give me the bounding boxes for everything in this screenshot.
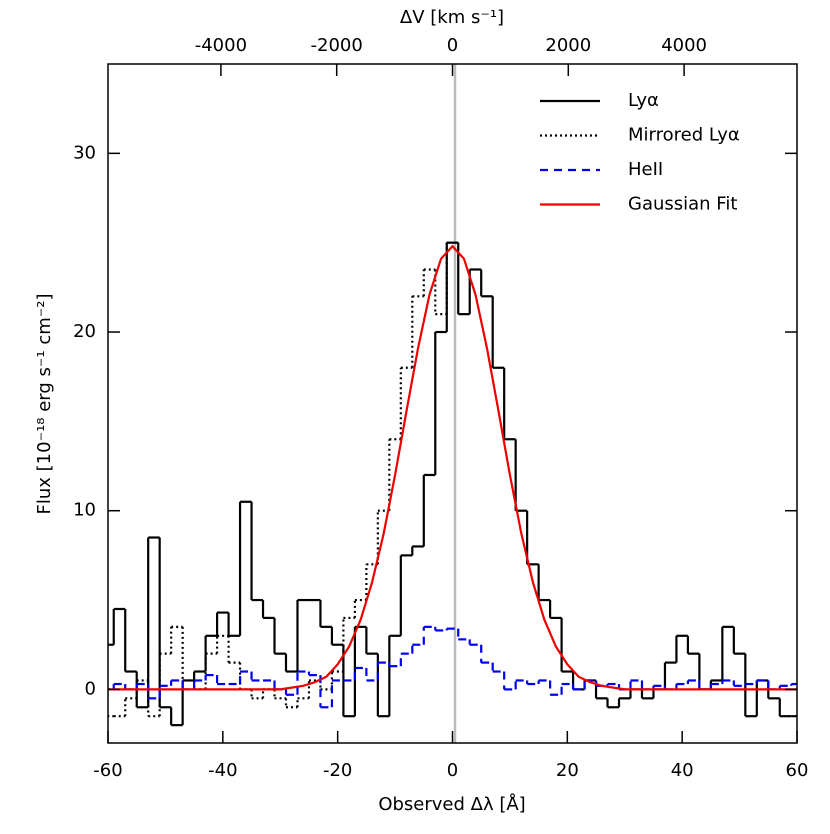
x2-tick-label: 4000 <box>661 35 707 56</box>
x2-tick-label: -2000 <box>311 35 363 56</box>
legend-label: Lyα <box>628 90 659 111</box>
x-tick-label: -60 <box>93 760 122 781</box>
x-tick-label: 60 <box>786 760 809 781</box>
legend-label: Gaussian Fit <box>628 194 737 215</box>
y-tick-label: 10 <box>73 500 96 521</box>
x-tick-label: -20 <box>323 760 352 781</box>
fit-line <box>108 244 797 691</box>
legend-label: HeII <box>628 159 663 180</box>
y-tick-label: 30 <box>73 142 96 163</box>
x2-tick-label: -4000 <box>195 35 247 56</box>
x2-axis-label: ΔV [km s⁻¹] <box>400 7 504 28</box>
x-axis-label: Observed Δλ [Å] <box>378 793 525 815</box>
y-tick-label: 0 <box>85 678 96 699</box>
x-tick-label: -40 <box>208 760 237 781</box>
x-tick-label: 40 <box>671 760 694 781</box>
x2-tick-label: 2000 <box>545 35 591 56</box>
x2-tick-label: 0 <box>447 35 458 56</box>
legend-label: Mirrored Lyα <box>628 125 740 146</box>
x-tick-label: 20 <box>556 760 579 781</box>
y-tick-label: 20 <box>73 321 96 342</box>
x-tick-label: 0 <box>447 760 458 781</box>
plot-frame <box>107 63 798 744</box>
y-axis-label: Flux [10⁻¹⁸ erg s⁻¹ cm⁻²] <box>34 293 55 514</box>
